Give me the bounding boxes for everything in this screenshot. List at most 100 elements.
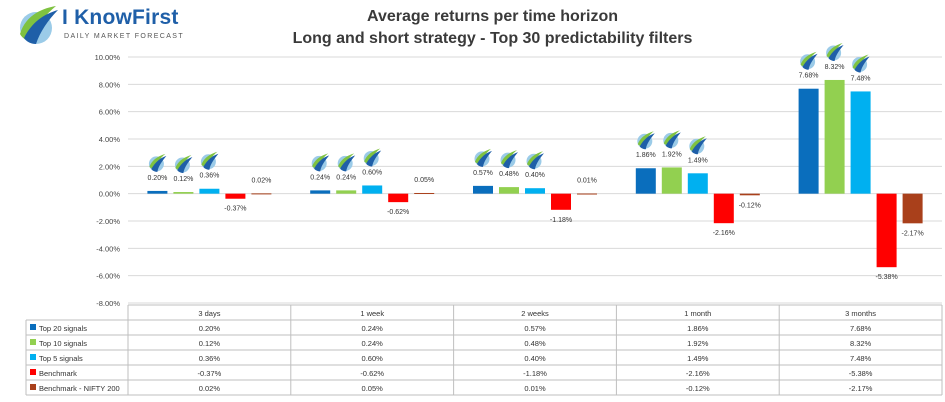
swoosh-icon: [800, 51, 818, 70]
legend-swatch: [30, 369, 36, 375]
table-cell-value: 7.48%: [850, 354, 872, 363]
table-cell-value: 1.92%: [687, 339, 709, 348]
bar: [798, 88, 819, 194]
table-cell-value: -0.62%: [360, 369, 384, 378]
data-label: -0.12%: [739, 202, 761, 209]
x-category-label: 1 week: [360, 309, 384, 318]
swoosh-icon: [500, 150, 518, 169]
data-label: 7.48%: [851, 75, 871, 82]
data-label: 0.40%: [525, 172, 545, 179]
legend-swatch: [30, 324, 36, 330]
data-label: 0.20%: [147, 175, 167, 182]
bar: [362, 185, 383, 194]
bar: [336, 190, 357, 194]
table-cell-value: 0.36%: [199, 354, 221, 363]
swoosh-icon: [337, 153, 356, 172]
swoosh-icon: [200, 151, 219, 170]
bar: [713, 193, 734, 224]
legend-swatch: [30, 384, 36, 390]
data-label: 0.60%: [362, 169, 382, 176]
y-tick-label: 2.00%: [99, 162, 121, 171]
swoosh-icon: [637, 131, 655, 150]
chart-title: Average returns per time horizon: [366, 8, 619, 25]
data-label: 1.86%: [636, 152, 656, 159]
data-label: 0.05%: [414, 177, 434, 184]
data-label: 0.12%: [173, 176, 193, 183]
x-category-label: 3 months: [845, 309, 876, 318]
legend-series-name: Benchmark - NIFTY 200: [39, 384, 120, 393]
data-label: -5.38%: [876, 274, 898, 281]
bar: [635, 168, 656, 194]
y-tick-label: -4.00%: [96, 244, 120, 253]
bar: [251, 193, 272, 195]
table-cell-value: 0.01%: [524, 384, 546, 393]
bar: [147, 190, 168, 194]
bar: [902, 193, 923, 224]
table-cell-value: -5.38%: [849, 369, 873, 378]
y-tick-label: -2.00%: [96, 217, 120, 226]
chart-gridlines: [128, 56, 942, 304]
table-cell-value: -1.18%: [523, 369, 547, 378]
table-cell-value: -0.37%: [198, 369, 222, 378]
table-cell-value: -2.16%: [686, 369, 710, 378]
table-cell-value: 0.20%: [199, 324, 221, 333]
bar: [199, 188, 220, 194]
y-tick-label: -8.00%: [96, 299, 120, 308]
data-label: -0.37%: [224, 206, 246, 213]
chart-bar-icons: [148, 42, 870, 174]
bar: [850, 91, 871, 194]
chart-bars: [147, 79, 923, 268]
bar: [173, 192, 194, 194]
table-cell-value: 7.68%: [850, 324, 872, 333]
data-label: -0.62%: [387, 209, 409, 216]
swoosh-icon: [826, 42, 844, 61]
table-cell-value: 0.12%: [199, 339, 221, 348]
bar: [551, 193, 571, 210]
data-label: -1.18%: [550, 217, 572, 224]
y-tick-label: 4.00%: [99, 135, 121, 144]
swoosh-icon: [148, 153, 167, 172]
table-cell-value: 0.24%: [362, 324, 384, 333]
data-label: -2.17%: [902, 230, 924, 237]
data-label: 0.48%: [499, 171, 519, 178]
brand-tagline: DAILY MARKET FORECAST: [64, 33, 185, 40]
y-tick-label: 0.00%: [99, 190, 121, 199]
x-category-label: 3 days: [198, 309, 220, 318]
table-cell-value: -0.12%: [686, 384, 710, 393]
bar: [414, 192, 435, 194]
bar: [473, 185, 493, 194]
table-cell-value: 0.24%: [362, 339, 384, 348]
legend-series-name: Benchmark: [39, 369, 77, 378]
swoosh-icon: [663, 130, 681, 149]
bar: [687, 173, 708, 194]
table-cell-value: 0.40%: [524, 354, 546, 363]
legend-swatch: [30, 354, 36, 360]
data-label: 0.24%: [336, 174, 356, 181]
table-cell-value: 0.02%: [199, 384, 221, 393]
table-cell-value: 0.60%: [362, 354, 384, 363]
y-axis-tick-labels: 10.00% 8.00% 6.00% 4.00% 2.00% 0.00% -2.00% -4.…: [95, 53, 121, 308]
bar: [824, 79, 845, 194]
data-label: 1.92%: [662, 151, 682, 158]
table-cell-value: -2.17%: [849, 384, 873, 393]
legend-swatch: [30, 339, 36, 345]
table-cell-value: 8.32%: [850, 339, 872, 348]
chart-subtitle: Long and short strategy - Top 30 predict…: [292, 30, 693, 47]
bar: [876, 193, 897, 268]
bar: [577, 193, 597, 195]
swoosh-icon: [363, 148, 382, 167]
bar: [388, 193, 409, 203]
swoosh-icon: [311, 153, 330, 172]
table-cell-value: 0.57%: [524, 324, 546, 333]
y-tick-label: 8.00%: [99, 80, 121, 89]
data-label: 8.32%: [825, 64, 845, 71]
data-label: 0.57%: [473, 170, 493, 177]
data-label: 0.01%: [577, 178, 597, 185]
x-category-label: 1 month: [684, 309, 711, 318]
table-cell-value: 1.86%: [687, 324, 709, 333]
data-label: 0.02%: [251, 177, 271, 184]
globe-swoosh-logo-icon: [20, 6, 58, 44]
bar: [499, 187, 519, 194]
data-label: -2.16%: [713, 230, 735, 237]
